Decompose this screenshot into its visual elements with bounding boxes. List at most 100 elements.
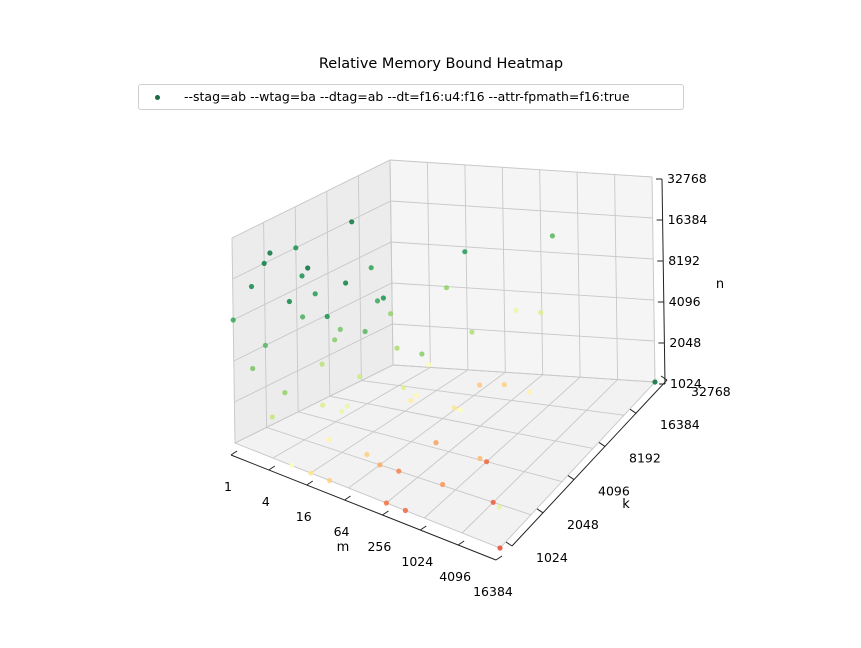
grid-line-n	[232, 200, 653, 280]
data-point	[419, 351, 425, 357]
x-axis-line	[230, 454, 497, 561]
data-point	[305, 265, 311, 271]
data-point	[286, 298, 292, 305]
data-point	[338, 408, 345, 414]
data-point	[477, 382, 483, 388]
data-point	[408, 398, 414, 404]
data-point	[513, 307, 519, 314]
data-point	[380, 295, 386, 301]
y-tick-mark	[505, 541, 513, 547]
z-tick-label: 2048	[669, 335, 701, 350]
data-point	[440, 481, 446, 488]
data-point	[402, 507, 408, 514]
data-point	[248, 283, 255, 290]
x-tick-mark	[382, 510, 389, 516]
data-point	[300, 314, 306, 320]
x-tick-label: 1024	[401, 554, 433, 569]
data-point	[490, 499, 496, 505]
chart-title: Relative Memory Bound Heatmap	[319, 56, 563, 72]
data-point	[343, 280, 349, 286]
x-tick-label: 4	[262, 494, 270, 509]
x-tick-mark	[344, 495, 351, 501]
y-tick-label: 8192	[629, 450, 661, 465]
grid-lines	[231, 159, 656, 549]
z-tick-label: 1024	[670, 376, 702, 391]
data-point	[368, 265, 374, 271]
data-point	[337, 326, 343, 332]
data-point	[426, 362, 432, 368]
z-tick-label: 8192	[668, 253, 700, 268]
data-point	[293, 245, 299, 251]
y-tick-mark	[598, 441, 606, 447]
data-point	[396, 468, 402, 474]
data-point	[377, 462, 383, 468]
z-axis-label: n	[716, 277, 724, 292]
legend-entry-label: --stag=ab --wtag=ba --dtag=ab --dt=f16:u…	[184, 89, 630, 104]
z-tick-label: 16384	[668, 212, 708, 227]
x-axis-label: m	[337, 540, 350, 555]
data-point	[324, 313, 330, 320]
x-tick-mark	[306, 480, 313, 486]
x-tick-label: 64	[334, 524, 350, 539]
data-point	[484, 459, 490, 465]
data-points	[230, 219, 658, 551]
data-point	[443, 285, 450, 291]
x-tick-label: 256	[367, 539, 391, 554]
legend-marker	[155, 95, 160, 100]
x-tick-label: 16	[296, 509, 312, 524]
data-point	[299, 273, 305, 279]
x-tick-mark	[457, 540, 465, 546]
grid-line-n	[233, 241, 654, 321]
data-point	[230, 317, 236, 323]
x-tick-label: 4096	[439, 569, 471, 584]
data-point	[349, 219, 355, 225]
y-tick-label: 2048	[567, 517, 599, 532]
data-point	[262, 342, 268, 348]
y-tick-label: 32768	[691, 384, 731, 399]
data-point	[462, 249, 468, 255]
data-point	[267, 250, 273, 256]
data-point	[451, 405, 457, 411]
data-point	[364, 451, 370, 458]
data-point	[362, 328, 368, 335]
data-point	[308, 470, 314, 476]
x-tick-mark	[495, 555, 503, 561]
data-point	[357, 374, 363, 380]
x-tick-mark	[268, 465, 276, 471]
x-tick-mark	[420, 525, 427, 531]
data-point	[413, 392, 420, 398]
x-tick-label: 16384	[473, 584, 513, 599]
x-tick-mark	[230, 450, 238, 456]
data-point	[652, 379, 658, 385]
data-point	[344, 403, 350, 409]
y-tick-mark	[536, 508, 544, 514]
data-point	[394, 345, 400, 351]
tick-labels: 1416642561024409616384102420484096819216…	[224, 171, 731, 599]
data-point	[261, 260, 267, 266]
data-point	[282, 390, 288, 396]
z-tick-label: 4096	[669, 294, 701, 309]
y-tick-mark	[629, 408, 637, 414]
data-point	[326, 436, 332, 443]
legend: --stag=ab --wtag=ba --dtag=ab --dt=f16:u…	[138, 84, 684, 110]
y-tick-label: 4096	[598, 484, 630, 499]
data-point	[477, 455, 483, 462]
z-tick-label: 32768	[667, 171, 707, 186]
y-tick-mark	[567, 475, 575, 481]
data-point	[469, 329, 475, 335]
grid-line-n	[233, 282, 654, 362]
data-point	[496, 504, 502, 510]
y-axis-label: k	[622, 497, 630, 512]
data-point	[388, 311, 394, 317]
data-point	[549, 233, 556, 239]
data-point	[250, 365, 256, 372]
data-point	[327, 477, 333, 484]
y-tick-label: 16384	[660, 417, 700, 432]
grid-line-n	[234, 323, 655, 403]
x-tick-label: 1	[224, 479, 232, 494]
data-point	[320, 402, 326, 408]
data-point	[501, 382, 507, 388]
data-point	[538, 310, 544, 316]
z-axis-line	[661, 178, 666, 385]
